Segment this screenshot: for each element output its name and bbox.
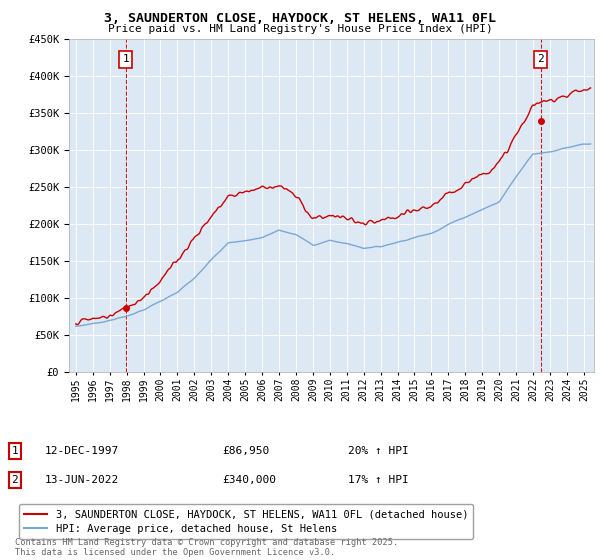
Text: 13-JUN-2022: 13-JUN-2022: [45, 475, 119, 485]
Text: 17% ↑ HPI: 17% ↑ HPI: [348, 475, 409, 485]
Text: £86,950: £86,950: [222, 446, 269, 456]
Text: £340,000: £340,000: [222, 475, 276, 485]
Text: 2: 2: [11, 475, 19, 485]
Text: 12-DEC-1997: 12-DEC-1997: [45, 446, 119, 456]
Text: 2: 2: [537, 54, 544, 64]
Text: 1: 1: [122, 54, 129, 64]
Text: Contains HM Land Registry data © Crown copyright and database right 2025.
This d: Contains HM Land Registry data © Crown c…: [15, 538, 398, 557]
Text: 20% ↑ HPI: 20% ↑ HPI: [348, 446, 409, 456]
Text: 3, SAUNDERTON CLOSE, HAYDOCK, ST HELENS, WA11 0FL: 3, SAUNDERTON CLOSE, HAYDOCK, ST HELENS,…: [104, 12, 496, 25]
Legend: 3, SAUNDERTON CLOSE, HAYDOCK, ST HELENS, WA11 0FL (detached house), HPI: Average: 3, SAUNDERTON CLOSE, HAYDOCK, ST HELENS,…: [19, 504, 473, 539]
Text: Price paid vs. HM Land Registry's House Price Index (HPI): Price paid vs. HM Land Registry's House …: [107, 24, 493, 34]
Text: 1: 1: [11, 446, 19, 456]
